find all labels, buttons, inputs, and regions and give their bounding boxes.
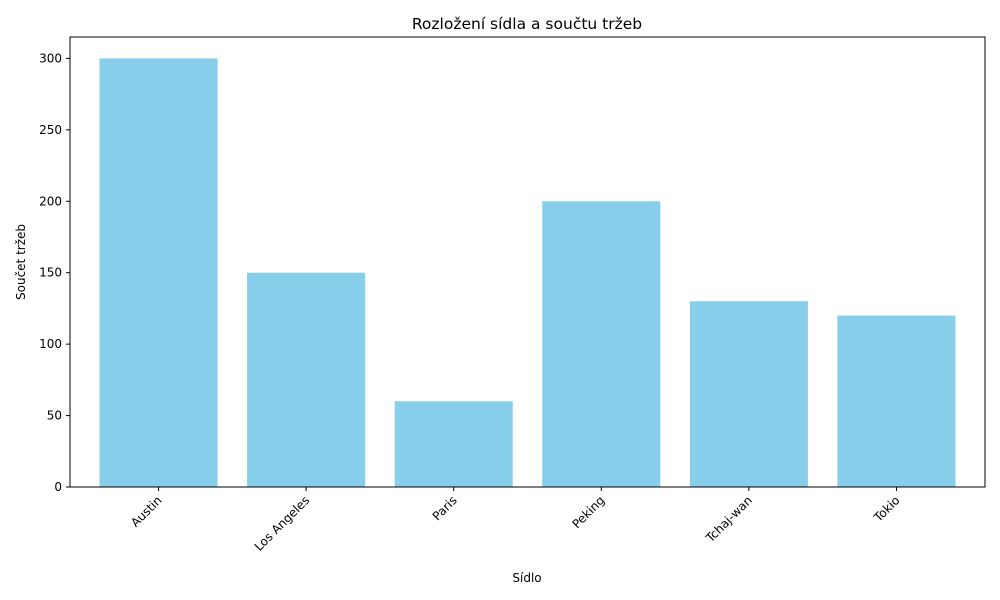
bar-peking [542, 201, 661, 488]
x-tick-label: Tchaj-wan [702, 493, 755, 546]
y-tick-label: 0 [54, 480, 62, 494]
x-tick-label: Tokio [871, 493, 903, 525]
bar-tchaj-wan [689, 301, 808, 487]
x-axis: Austin Los Angeles Paris Peking Tchaj-wan Tok… [128, 487, 903, 554]
x-axis-title: Sídlo [512, 571, 541, 585]
y-axis: 0 50 100 150 200 250 300 [39, 51, 70, 494]
x-tick-label: Peking [569, 493, 607, 531]
y-tick-label: 50 [47, 409, 62, 423]
bars-group [99, 58, 956, 488]
y-axis-title: Součet tržeb [14, 224, 28, 300]
y-tick-label: 150 [39, 266, 62, 280]
y-tick-label: 200 [39, 194, 62, 208]
bar-tokio [837, 315, 956, 487]
x-tick-label: Los Angeles [252, 493, 313, 554]
bar-austin [99, 58, 218, 488]
y-tick-label: 250 [39, 123, 62, 137]
chart-title: Rozložení sídla a součtu tržeb [412, 15, 642, 33]
x-tick-label: Austin [128, 493, 165, 530]
bar-los-angeles [247, 272, 366, 487]
x-tick-label: Paris [430, 493, 460, 523]
bar-paris [394, 401, 513, 487]
plot-frame [69, 36, 986, 488]
y-tick-label: 100 [39, 337, 62, 351]
y-tick-label: 300 [39, 51, 62, 65]
